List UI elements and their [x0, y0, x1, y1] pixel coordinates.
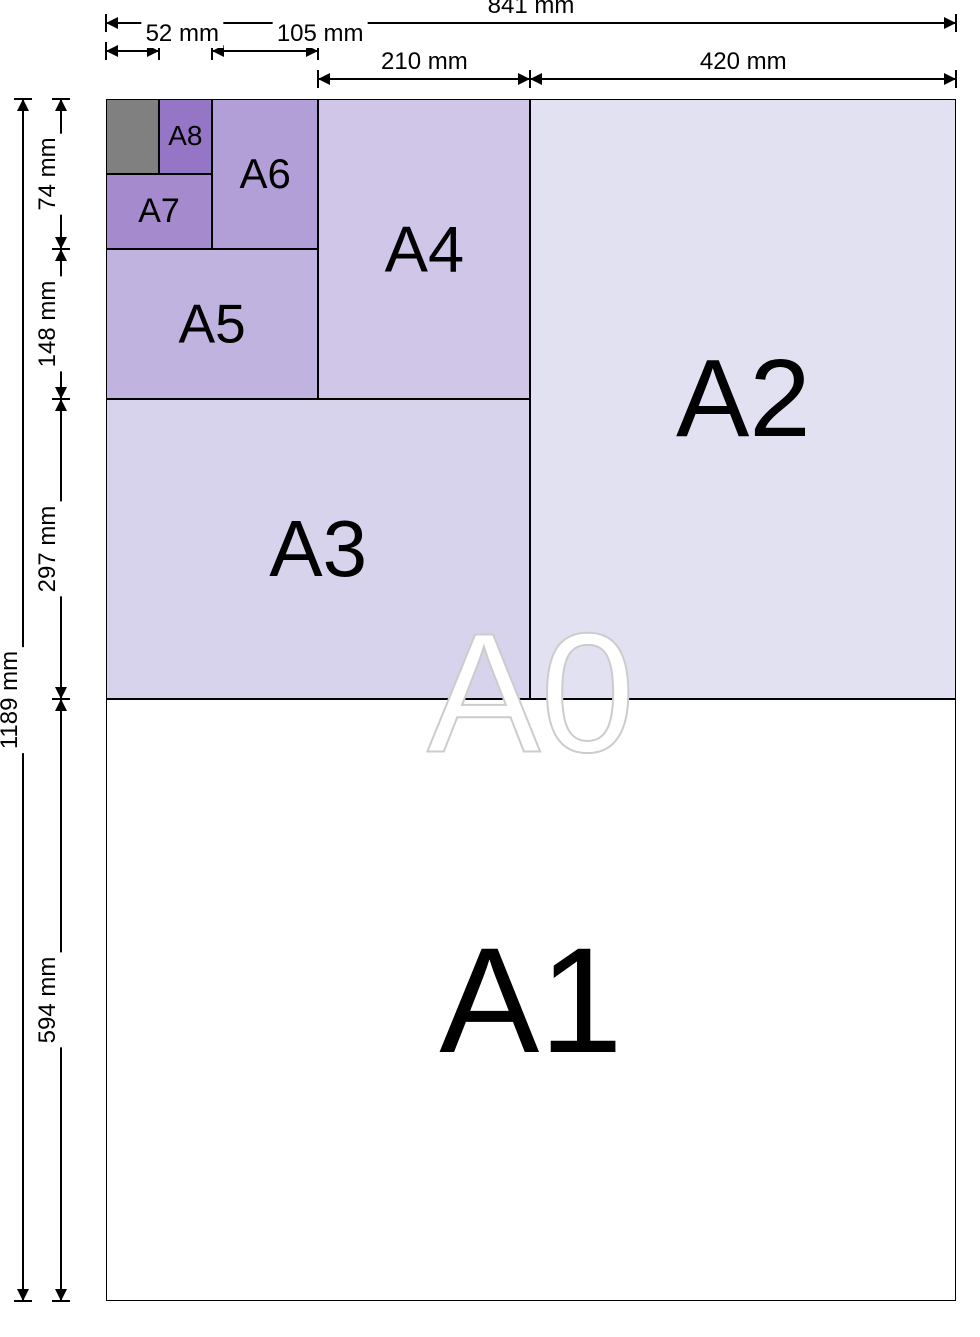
paper-size-diagram: A1A2A3A4A5A6A7A8 A0 841 mm420 mm210 mm10…	[0, 0, 980, 1337]
label-a3: A3	[269, 509, 367, 589]
dim-line	[318, 78, 530, 80]
dim-label: 297 mm	[34, 502, 62, 597]
dim-line	[212, 50, 318, 52]
dim-line	[106, 22, 956, 24]
box-corner	[106, 99, 159, 174]
label-a5: A5	[178, 296, 245, 351]
label-a1: A1	[439, 925, 622, 1075]
label-a6: A6	[239, 153, 290, 195]
label-a7: A7	[138, 194, 180, 228]
dim-label: 52 mm	[142, 20, 223, 48]
label-a2: A2	[676, 344, 811, 454]
dim-line	[530, 78, 956, 80]
dim-label: 210 mm	[377, 48, 472, 76]
dim-label: 105 mm	[273, 20, 368, 48]
dim-label: 74 mm	[34, 133, 62, 214]
dim-label: 420 mm	[696, 48, 791, 76]
label-a8: A8	[168, 122, 202, 150]
label-a4: A4	[385, 217, 465, 282]
dim-label: 1189 mm	[0, 647, 24, 753]
dim-label: 841 mm	[484, 0, 579, 20]
dim-label: 594 mm	[34, 953, 62, 1048]
dim-label: 148 mm	[34, 277, 62, 372]
